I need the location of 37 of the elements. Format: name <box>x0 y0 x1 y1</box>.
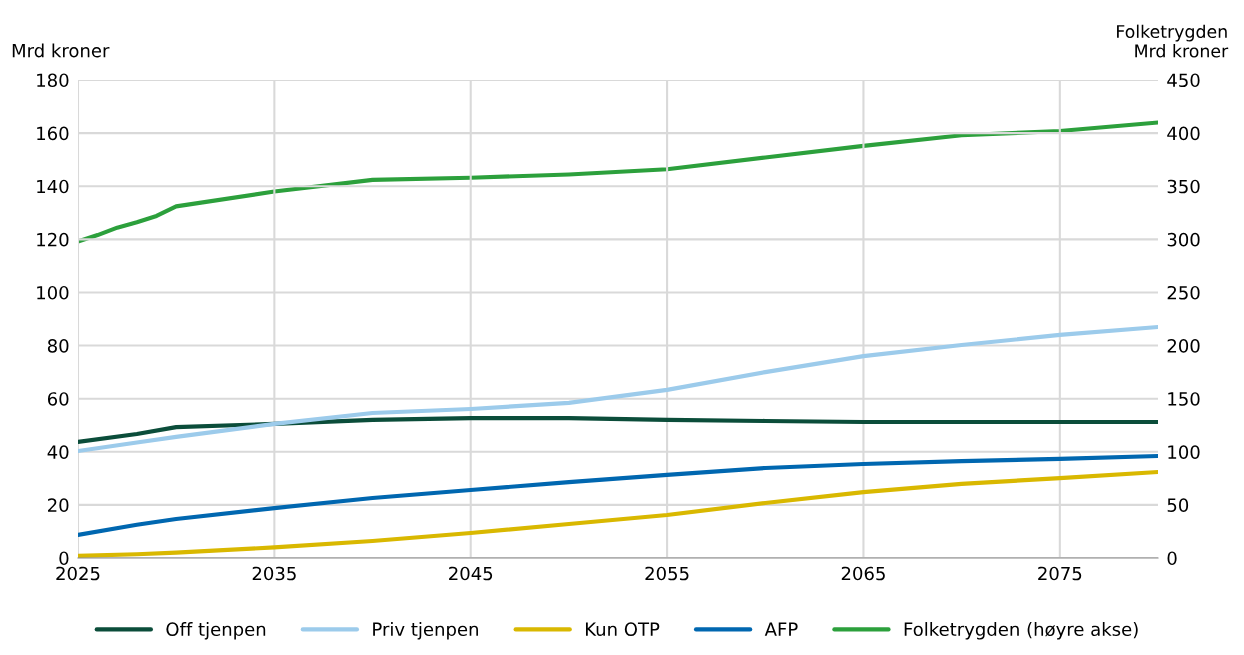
x-tick-label: 2025 <box>56 566 100 581</box>
y2-tick-label: 250 <box>1167 285 1200 300</box>
x-tick-label: 2075 <box>1038 566 1082 581</box>
line-series <box>78 120 1158 244</box>
y-tick-label: 160 <box>37 126 69 141</box>
y-axis-title: Mrd kroner <box>12 43 110 58</box>
x-tick-label: 2055 <box>645 566 689 581</box>
y-tick-label: 0 <box>59 551 69 566</box>
y2-tick-label: 200 <box>1167 339 1200 353</box>
y-tick-label: 80 <box>47 339 69 353</box>
line-series <box>78 324 1158 454</box>
y-tick-label: 60 <box>47 392 69 406</box>
y2-tick-label: 400 <box>1167 126 1200 141</box>
y-tick-label: 180 <box>37 73 69 88</box>
line-series <box>78 453 1158 537</box>
y2-tick-label: 350 <box>1167 179 1200 194</box>
y2-tick-label: 0 <box>1167 551 1177 566</box>
legend-label: Priv tjenpen <box>373 622 478 640</box>
y2-axis-title: Folketrygden Mrd kroner <box>1117 24 1229 58</box>
x-tick-label: 2035 <box>252 566 296 581</box>
line-series <box>78 415 1158 445</box>
y-tick-label: 100 <box>37 285 69 300</box>
y-tick-label: 140 <box>37 179 69 194</box>
y2-tick-label: 300 <box>1167 232 1200 247</box>
legend-label: AFP <box>764 622 798 636</box>
y-tick-label: 120 <box>37 232 69 247</box>
y2-tick-label: 100 <box>1168 445 1200 459</box>
legend-label: Folketrygden (høyre akse) <box>904 622 1138 640</box>
y2-tick-label: 50 <box>1167 498 1189 513</box>
x-tick-label: 2065 <box>841 566 885 581</box>
y2-tick-label: 450 <box>1167 73 1200 88</box>
legend-label: Kun OTP <box>586 622 660 637</box>
y2-tick-label: 150 <box>1168 392 1200 406</box>
legend-label: Off tjenpen <box>166 622 266 640</box>
x-tick-label: 2045 <box>449 566 493 581</box>
y-tick-label: 40 <box>47 445 69 459</box>
y-tick-label: 20 <box>48 498 69 513</box>
